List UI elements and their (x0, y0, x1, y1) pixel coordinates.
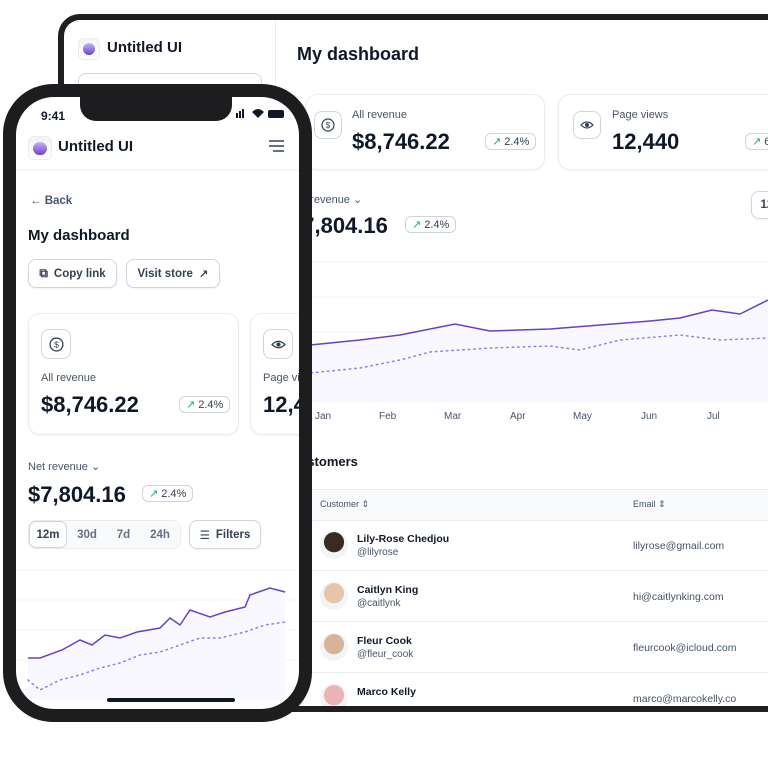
month: Apr (510, 411, 526, 422)
row-divider (290, 672, 768, 673)
row-divider (290, 621, 768, 622)
change: 2.4% (161, 487, 187, 500)
tab[interactable]: 7d (116, 528, 131, 541)
revenue-card: $ All revenue $8,746.22 ↗ 2.4% (305, 94, 545, 170)
card-value: $8,746.22 (352, 129, 450, 154)
customer-name: Caitlyn King (357, 584, 419, 596)
range-button[interactable]: 12m (751, 191, 768, 219)
card-label: All revenue (41, 372, 97, 384)
avatar (320, 684, 348, 706)
card-label: Page views (263, 372, 299, 384)
change: 2.4% (504, 135, 530, 148)
brand: Untitled UI (58, 138, 133, 155)
page-title: My dashboard (297, 44, 420, 64)
back: Back (44, 195, 73, 207)
svg-text:$: $ (326, 121, 331, 130)
notch (80, 97, 232, 121)
customer-email: lilyrose@gmail.com (633, 540, 725, 552)
customer-name: Marco Kelly (357, 686, 416, 698)
logo (78, 38, 100, 60)
month: Jun (641, 411, 658, 422)
change-badge: ↗ 2.4% (142, 485, 194, 502)
back-link[interactable]: ← Back (30, 195, 73, 207)
change: 2.4% (424, 218, 450, 231)
net-label: Net revenue ⌄ (28, 461, 101, 473)
copy-link[interactable]: ⧉ Copy link (28, 259, 117, 288)
customer-email: fleurcook@icloud.com (633, 642, 737, 654)
card-label: Page views (612, 109, 669, 121)
month: Jul (707, 411, 720, 422)
change-badge: ↗6 (745, 133, 768, 150)
brand: Untitled UI (107, 39, 182, 56)
column-header[interactable]: Email ⇕ (633, 499, 666, 509)
label: Visit store (137, 267, 193, 280)
row-divider (290, 570, 768, 571)
avatar (320, 582, 348, 610)
table-header (290, 489, 768, 521)
change-badge: ↗ 2.4% (179, 396, 231, 413)
phone-frame: 9:41 Untitled UI ← Back My dashboard ⧉ Co… (3, 84, 312, 722)
tab[interactable]: 30d (77, 528, 97, 541)
visit-store[interactable]: Visit store ↗ (126, 259, 220, 288)
customer-handle: @caitlynk (357, 598, 401, 609)
phone-screen: 9:41 Untitled UI ← Back My dashboard ⧉ Co… (16, 97, 299, 709)
icon: $ (41, 329, 71, 359)
card-value: $8,746.22 (41, 392, 139, 417)
icon (573, 111, 601, 139)
avatar (320, 633, 348, 661)
revenue-card: $ All revenue $8,746.22 ↗ 2.4% (28, 313, 239, 435)
card-label: All revenue (352, 109, 408, 121)
views-card: Page views 12,440 ↗6 (558, 94, 768, 170)
customer-handle: @fleur_cook (357, 649, 414, 660)
column-header[interactable]: Customer ⇕ (320, 499, 370, 509)
icon: $ (314, 111, 342, 139)
label: Filters (215, 528, 251, 541)
phone-chart (16, 109, 299, 702)
clock: 9:41 (41, 109, 66, 123)
icon (263, 329, 293, 359)
customer-handle: @lilyrose (357, 547, 399, 558)
column: Email (633, 499, 656, 509)
month: May (573, 411, 592, 422)
card-value: 12,440 (612, 129, 680, 154)
page-title: My dashboard (28, 227, 130, 244)
change: 2.4% (198, 398, 224, 411)
month: Jan (315, 411, 332, 422)
change: 6 (764, 136, 768, 148)
change-badge: ↗ 2.4% (485, 133, 537, 150)
views-card: Page views 12,440 (250, 313, 299, 435)
net-revenue-label: Net revenue (28, 461, 88, 473)
customer-email: marco@marcokelly.co (633, 693, 737, 705)
avatar (320, 531, 348, 559)
column: Customer (320, 499, 360, 509)
svg-text:$: $ (54, 339, 59, 349)
month: Mar (444, 411, 462, 422)
net-value: $7,804.16 (28, 482, 126, 507)
customer-email: hi@caitlynking.com (633, 591, 724, 603)
tab[interactable]: 24h (150, 528, 170, 541)
customer-name: Lily-Rose Chedjou (357, 533, 450, 545)
month: Feb (379, 411, 397, 422)
label: Copy link (53, 267, 106, 280)
range-tabs: 12m 30d 7d 24h (28, 520, 181, 549)
tab[interactable]: 12m (29, 521, 67, 548)
desktop-chart (299, 261, 768, 403)
change-badge: ↗ 2.4% (405, 216, 457, 233)
filters-button[interactable]: ☰ Filters (189, 520, 261, 549)
logo (28, 136, 52, 160)
card-value: 12,440 (263, 392, 299, 417)
customer-name: Fleur Cook (357, 635, 412, 647)
